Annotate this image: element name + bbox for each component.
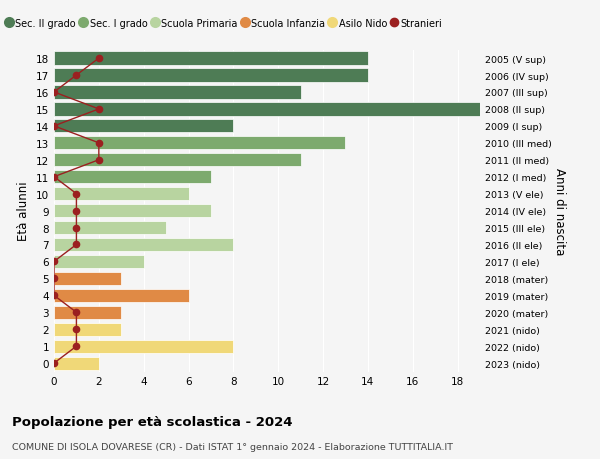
Bar <box>54 323 121 336</box>
Bar <box>54 103 480 116</box>
Bar <box>54 154 301 167</box>
Y-axis label: Età alunni: Età alunni <box>17 181 31 241</box>
Bar <box>54 205 211 218</box>
Bar <box>54 120 233 133</box>
Bar <box>54 255 143 269</box>
Bar <box>54 272 121 285</box>
Bar <box>54 52 368 66</box>
Bar <box>54 137 346 150</box>
Y-axis label: Anni di nascita: Anni di nascita <box>553 168 566 255</box>
Bar <box>54 357 99 370</box>
Bar <box>54 188 188 201</box>
Bar <box>54 289 188 302</box>
Text: Popolazione per età scolastica - 2024: Popolazione per età scolastica - 2024 <box>12 415 293 428</box>
Bar <box>54 340 233 353</box>
Bar <box>54 171 211 184</box>
Bar <box>54 238 233 252</box>
Text: COMUNE DI ISOLA DOVARESE (CR) - Dati ISTAT 1° gennaio 2024 - Elaborazione TUTTIT: COMUNE DI ISOLA DOVARESE (CR) - Dati IST… <box>12 442 453 451</box>
Legend: Sec. II grado, Sec. I grado, Scuola Primaria, Scuola Infanzia, Asilo Nido, Stran: Sec. II grado, Sec. I grado, Scuola Prim… <box>5 17 444 31</box>
Bar <box>54 86 301 99</box>
Bar <box>54 69 368 83</box>
Bar <box>54 306 121 319</box>
Bar <box>54 221 166 235</box>
